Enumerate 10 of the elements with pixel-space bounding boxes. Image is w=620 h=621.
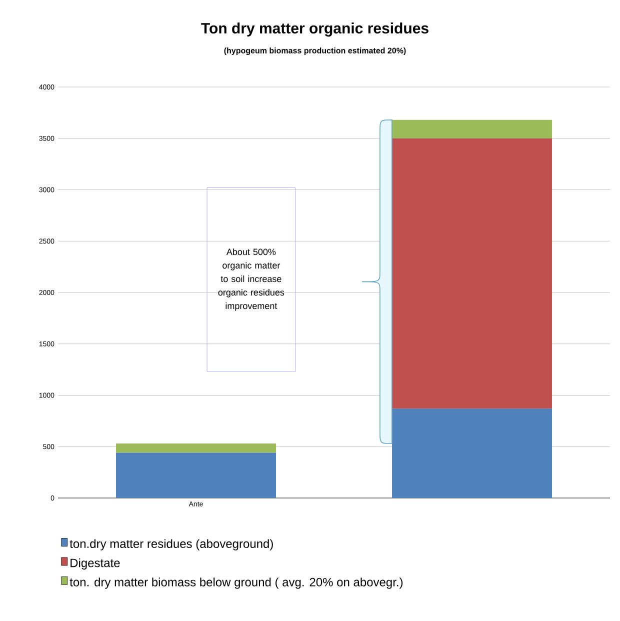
bar [116, 444, 276, 453]
bar [116, 452, 276, 498]
annotation: About 500% organic matter to soil increase organic residues improvement [218, 248, 284, 311]
legend-label: Digestate [70, 558, 120, 570]
legend-label: ton. dry matter biomass below ground ( avg. 20% on abovegr.) [70, 578, 403, 589]
bar [392, 408, 552, 498]
chart-title: Ton dry matter organic residues [201, 22, 428, 37]
chart-subtitle: (hypogeum biomass production estimated 20%) [224, 48, 406, 56]
legend-label: ton.dry matter residues (aboveground) [70, 539, 273, 550]
bar [392, 120, 552, 138]
